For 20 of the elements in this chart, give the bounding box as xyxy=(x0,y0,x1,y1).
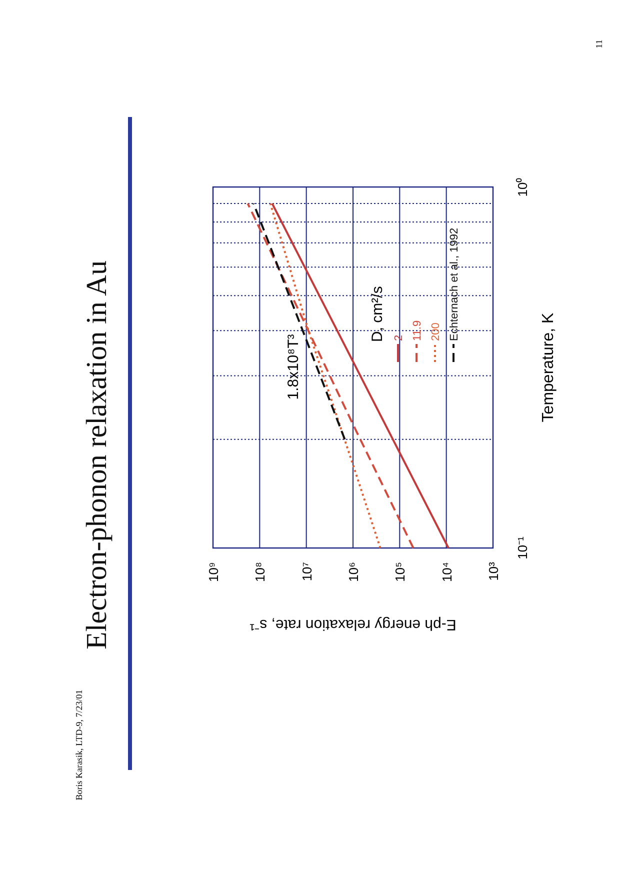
text: Electron-phonon relaxation in Au xyxy=(81,260,113,650)
text: 2 xyxy=(393,334,405,341)
x-tick-label: 10⁷ xyxy=(299,562,314,582)
x-tick-label: 10³ xyxy=(486,561,501,581)
text: Echternach et al., 1992 xyxy=(448,228,460,341)
x-tick-label: 10⁴ xyxy=(439,562,454,582)
x-tick-label: 10⁹ xyxy=(206,562,221,582)
y-axis-title: Temperature, K xyxy=(540,312,557,422)
text: 11 xyxy=(594,40,604,48)
x-tick-label: 10⁸ xyxy=(252,562,268,582)
y-tick-label: 10⁻¹ xyxy=(515,536,530,560)
x-tick-label: 10⁶ xyxy=(346,562,361,582)
annotation: 1.8x10⁸T³ xyxy=(285,334,302,400)
text: 11.9 xyxy=(412,320,424,341)
text: 200 xyxy=(430,322,442,341)
y-tick-label: 10⁰ xyxy=(515,177,530,197)
x-tick-label: 10⁵ xyxy=(392,562,408,582)
legend-title: D, cm²/s xyxy=(369,286,386,342)
text: Boris Karasik, LTD-9, 7/23/01 xyxy=(74,690,84,800)
x-axis-title: E-ph energy relaxation rate, s⁻¹ xyxy=(250,616,456,633)
